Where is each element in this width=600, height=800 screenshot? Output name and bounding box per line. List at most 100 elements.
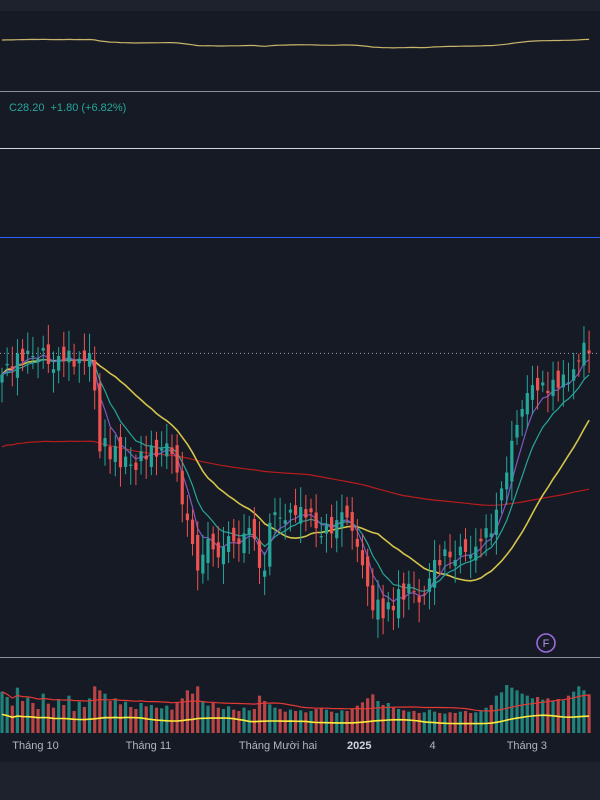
candle-body — [355, 538, 359, 547]
volume-bar — [499, 692, 504, 733]
candle-body — [10, 366, 14, 370]
volume-bar — [577, 686, 581, 733]
candle-body — [396, 589, 401, 619]
candle-body — [520, 408, 524, 417]
volume-ma-line-yellow — [1, 713, 590, 725]
candle-body — [247, 528, 251, 535]
candle-body — [242, 533, 246, 554]
horizontal-line-drawing[interactable] — [0, 237, 600, 238]
candle-body — [381, 598, 385, 619]
candle-body — [257, 540, 262, 568]
candle-body — [237, 538, 241, 545]
volume-bar — [319, 707, 323, 733]
volume-bar — [185, 690, 189, 733]
candle-body — [566, 382, 571, 384]
volume-bar — [345, 711, 349, 733]
volume-bar — [77, 701, 81, 733]
x-axis-tick-label: 2025 — [347, 740, 371, 752]
candle-body — [489, 533, 493, 538]
candle-body — [57, 356, 61, 371]
candle-body — [391, 605, 395, 611]
candle-body — [268, 522, 272, 567]
volume-bar — [257, 695, 262, 733]
candle-body — [36, 358, 40, 362]
candle-body — [551, 379, 555, 396]
volume-bar — [0, 691, 4, 733]
volume-bar — [41, 693, 45, 733]
candle-body — [232, 527, 236, 542]
volume-ma-line-red — [1, 691, 590, 712]
candle-body — [196, 534, 200, 571]
candle-body — [345, 505, 349, 518]
candle-body — [299, 506, 303, 524]
candle-body — [360, 550, 365, 566]
legend-change-value: +1.80 (+6.82%) — [50, 102, 127, 114]
candle-body — [412, 591, 416, 593]
candle-body — [72, 359, 76, 367]
candle-body — [206, 538, 210, 563]
volume-bar — [31, 703, 35, 733]
volume-bar — [51, 707, 56, 733]
candle-body — [556, 370, 560, 388]
x-axis-tick-label: Tháng Mười hai — [239, 740, 317, 752]
oscillator-line — [1, 38, 590, 49]
candle-body — [118, 436, 123, 468]
volume-bar — [98, 690, 102, 733]
volume-bar — [304, 712, 308, 733]
volume-bar — [515, 690, 519, 733]
candle-body — [417, 596, 421, 603]
volume-bar — [10, 705, 14, 733]
volume-bar — [427, 709, 432, 733]
volume-bar — [587, 694, 591, 733]
candle-body — [98, 383, 102, 452]
candle-body — [283, 520, 287, 524]
candle-body — [515, 424, 519, 438]
volume-bar — [355, 705, 359, 733]
candle-body — [469, 554, 473, 559]
volume-bar — [572, 691, 576, 733]
x-axis-tick-label: Tháng 11 — [126, 740, 172, 752]
candle-body — [458, 546, 462, 556]
candle-body — [154, 439, 159, 457]
volume-bar — [237, 711, 241, 733]
candle-body — [499, 488, 504, 501]
candle-body — [433, 559, 437, 588]
volume-bar — [386, 703, 390, 733]
volume-bar — [221, 709, 226, 733]
volume-bar — [376, 701, 380, 733]
candle-body — [134, 462, 138, 470]
candle-body — [278, 517, 282, 519]
candle-body — [129, 464, 133, 466]
event-badge-label: F — [543, 638, 550, 650]
candle-body — [536, 378, 540, 391]
candle-body — [366, 556, 370, 587]
x-axis-tick-label: 4 — [429, 740, 435, 752]
candle-body — [479, 538, 483, 542]
x-axis-tick-label: Tháng 3 — [507, 740, 547, 752]
candle-body — [494, 509, 498, 535]
volume-bar — [129, 707, 133, 733]
candle-body — [108, 446, 112, 460]
candle-body — [530, 385, 535, 400]
volume-bar — [216, 707, 220, 733]
candle-body — [67, 350, 71, 363]
pane-separator-main[interactable] — [0, 148, 600, 149]
candle-body — [335, 520, 339, 539]
volume-bar — [489, 705, 493, 733]
candle-body — [422, 593, 426, 595]
volume-bar — [268, 704, 272, 733]
candle-body — [582, 342, 586, 366]
pane-separator-volume[interactable] — [0, 657, 600, 658]
pane-separator-top[interactable] — [0, 91, 600, 92]
volume-bar — [113, 698, 117, 733]
volume-bar — [165, 705, 169, 733]
event-badge-icon[interactable]: F — [536, 633, 556, 653]
volume-bar — [175, 702, 179, 733]
volume-bar — [566, 695, 571, 733]
candle-body — [216, 542, 220, 558]
candle-body — [82, 350, 86, 362]
candle-body — [15, 353, 20, 378]
candle-body — [0, 374, 4, 383]
volume-bar — [474, 712, 478, 733]
